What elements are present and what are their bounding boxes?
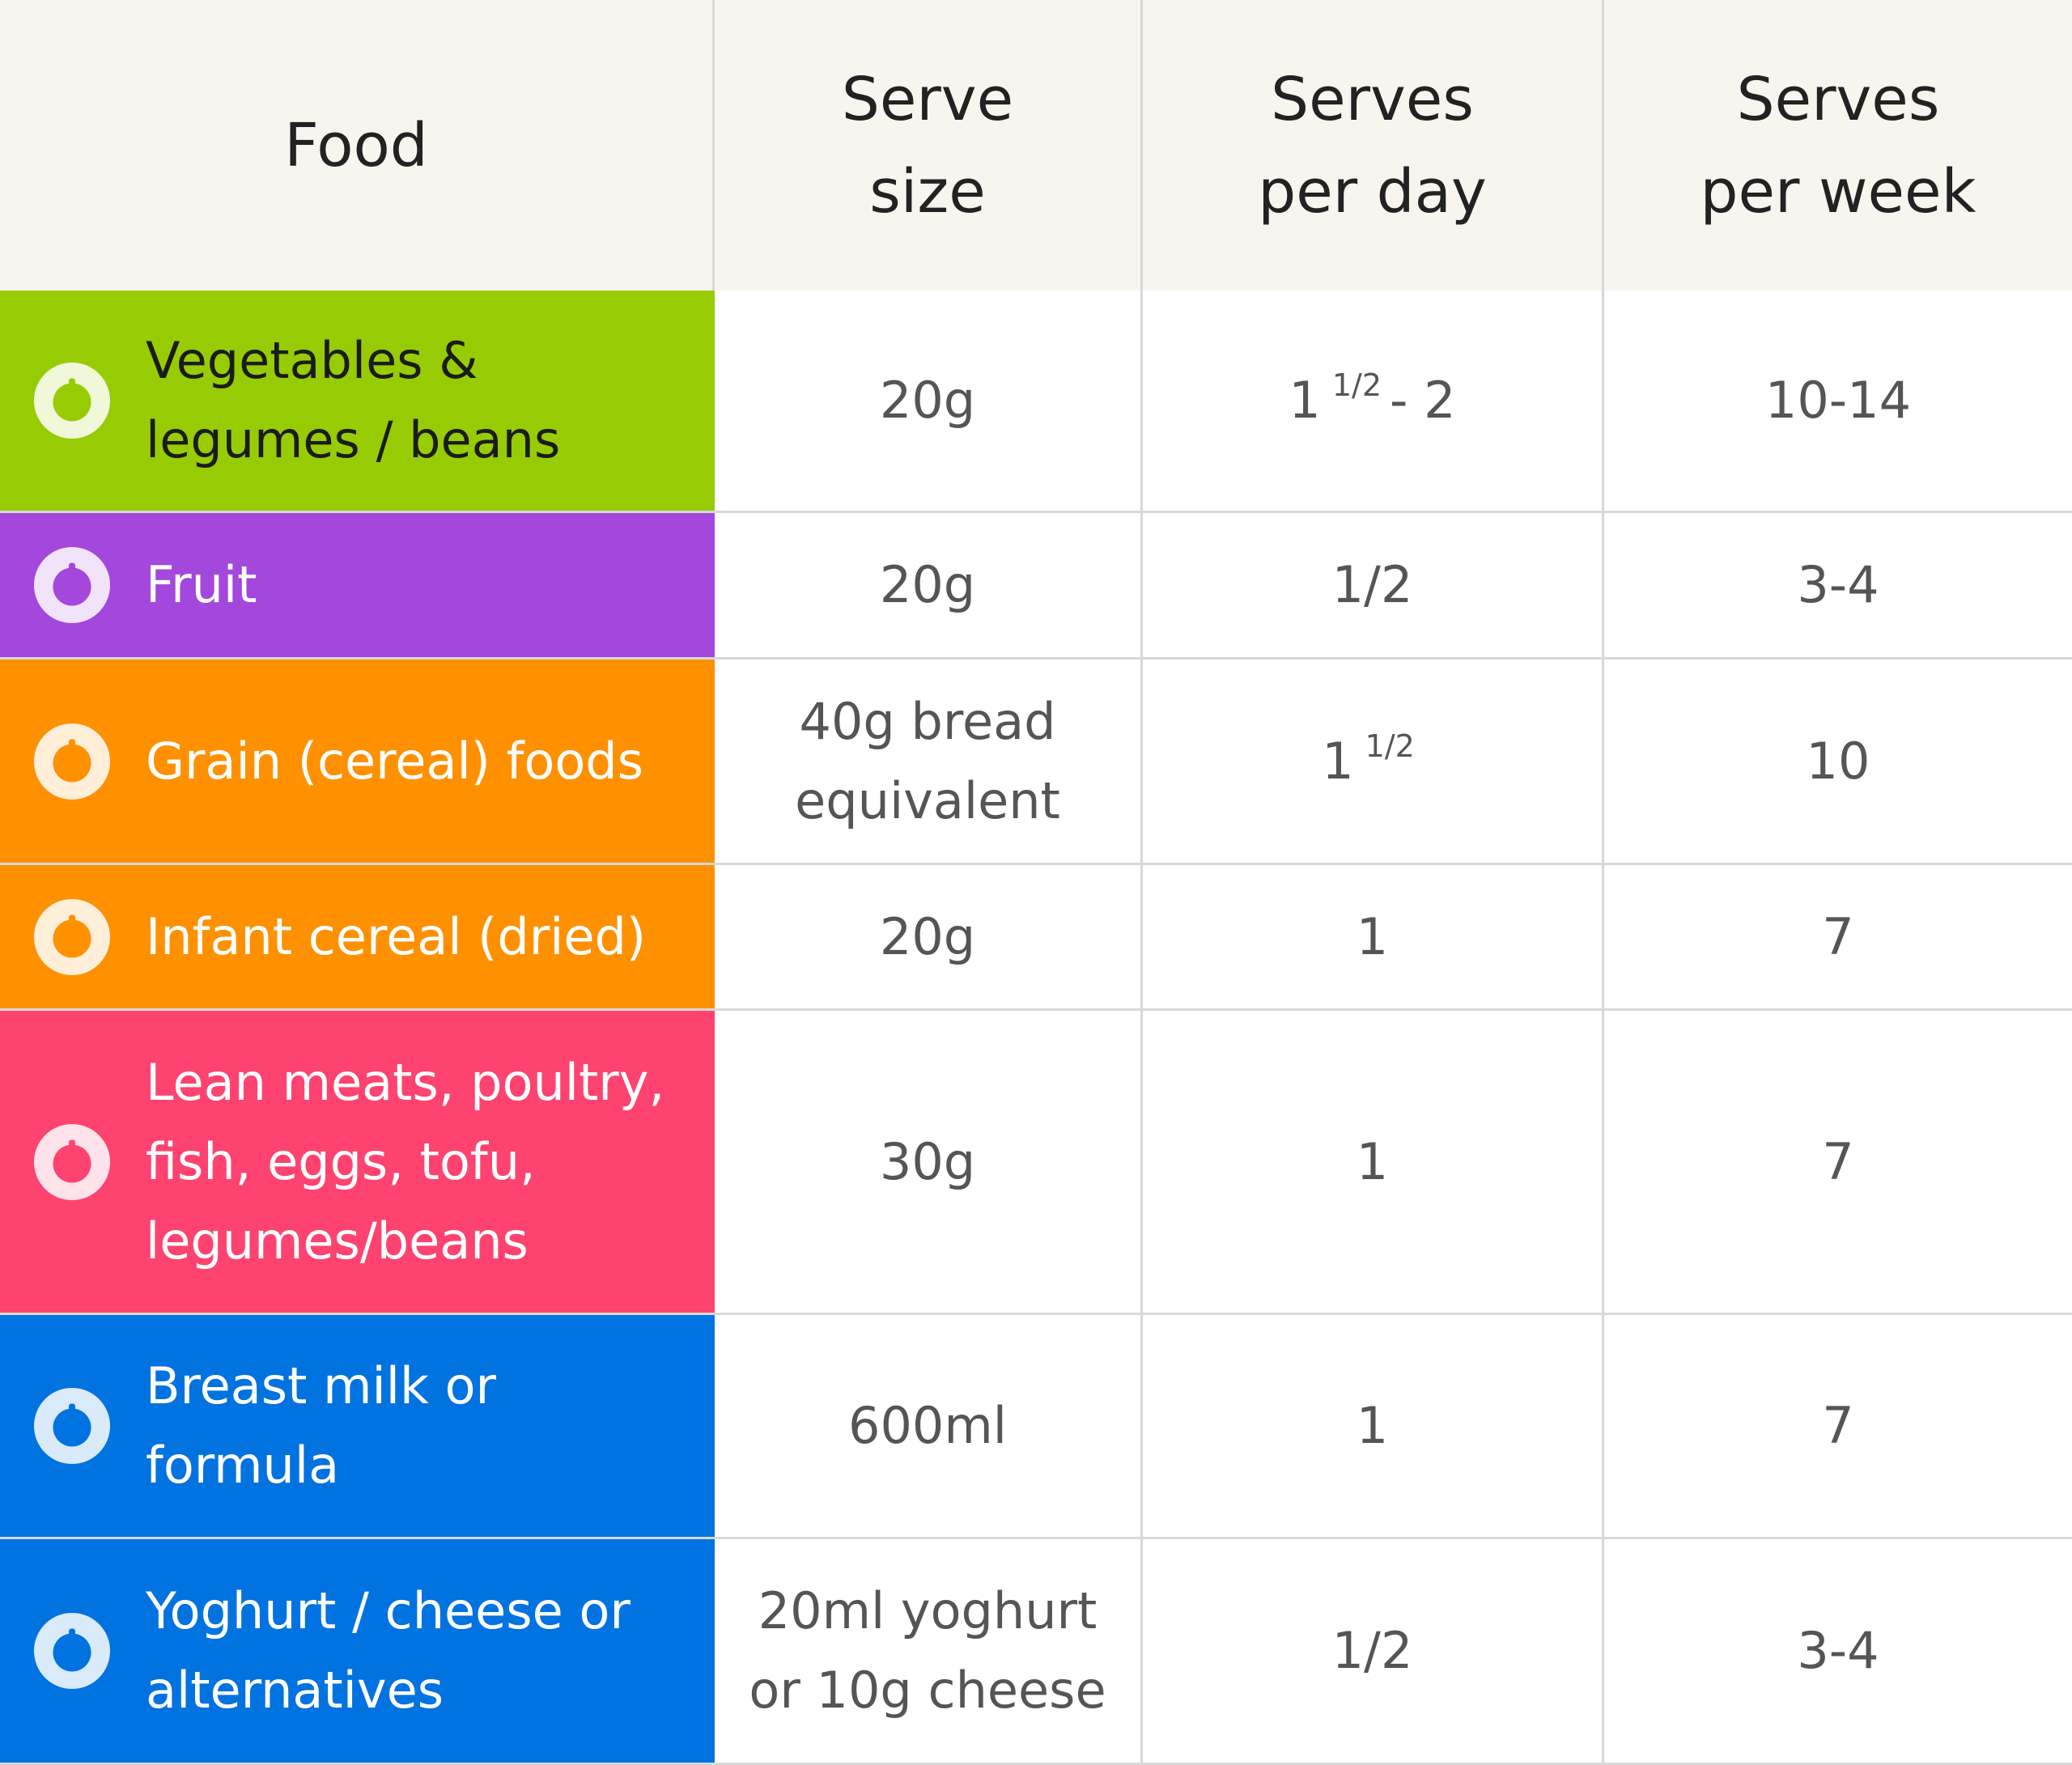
food-name: Vegetables & legumes / beans (146, 331, 561, 469)
food-cell: Vegetables & legumes / beans (0, 291, 715, 513)
per-day-value: 1 1/2 (1322, 722, 1423, 801)
food-cell: Lean meats, poultry, fish, eggs, tofu, l… (0, 1011, 715, 1315)
per-day-value: 1/2 (1331, 1621, 1413, 1680)
per-week-value: 3-4 (1797, 555, 1879, 614)
per-week-value: 7 (1822, 906, 1854, 966)
header-label: Serves per week (1700, 64, 1976, 227)
serve-size: 20g (879, 906, 976, 966)
per-day-cell: 1 (1143, 1011, 1604, 1315)
per-day-value: 1/2 (1331, 555, 1413, 614)
serve-size-cell: 600ml (715, 1315, 1143, 1539)
per-week-cell: 7 (1604, 1011, 2072, 1315)
serve-size: 20ml yoghurt or 10g cheese (749, 1581, 1106, 1720)
food-name: Breast milk or formula (146, 1356, 497, 1495)
fraction: 1/2 (1331, 367, 1382, 403)
per-week-value: 10 (1806, 731, 1870, 791)
fraction: 1/2 (1365, 728, 1415, 764)
food-icon (33, 723, 111, 800)
per-day-cell: 1 1/2 (1143, 660, 1604, 865)
per-week-cell: 7 (1604, 1315, 2072, 1539)
per-day-cell: 1/2 (1143, 1539, 1604, 1765)
per-week-cell: 10 (1604, 660, 2072, 865)
serve-size-cell: 40g bread equivalent (715, 660, 1143, 865)
serve-size: 30g (879, 1131, 976, 1191)
whole: 1 (1289, 371, 1321, 430)
per-day-value: 1 (1356, 906, 1389, 966)
food-name: Infant cereal (dried) (146, 906, 647, 966)
serve-size-cell: 20g (715, 865, 1143, 1011)
per-week-cell: 10-14 (1604, 291, 2072, 513)
food-icon (33, 1123, 111, 1200)
per-week-cell: 3-4 (1604, 1539, 2072, 1765)
serve-size: 40g bread equivalent (795, 691, 1060, 830)
food-cell: Infant cereal (dried) (0, 865, 715, 1011)
per-day-value: 1 (1356, 1131, 1389, 1191)
per-week-cell: 7 (1604, 865, 2072, 1011)
food-name: Yoghurt / cheese or alternatives (146, 1581, 631, 1720)
whole: 1 (1322, 731, 1354, 791)
food-cell: Fruit (0, 513, 715, 660)
food-icon (33, 1612, 111, 1690)
per-day-cell: 1 1/2- 2 (1143, 291, 1604, 513)
food-icon (33, 362, 111, 439)
serve-size: 20g (879, 555, 976, 614)
per-week-value: 7 (1822, 1131, 1854, 1191)
header-cell: Serves per day (1143, 0, 1604, 291)
per-week-value: 3-4 (1797, 1621, 1879, 1680)
per-week-value: 7 (1822, 1396, 1854, 1455)
food-icon (33, 898, 111, 975)
serve-size-cell: 20g (715, 513, 1143, 660)
food-name: Lean meats, poultry, fish, eggs, tofu, l… (146, 1052, 665, 1271)
per-day-cell: 1/2 (1143, 513, 1604, 660)
serve-size-cell: 30g (715, 1011, 1143, 1315)
header-cell: Serves per week (1604, 0, 2072, 291)
serve-size-cell: 20g (715, 291, 1143, 513)
per-day-cell: 1 (1143, 1315, 1604, 1539)
per-day-value: 1 1/2- 2 (1289, 361, 1455, 440)
food-icon (33, 546, 111, 624)
rest: - 2 (1390, 371, 1456, 430)
header-label: Serves per day (1258, 64, 1487, 227)
header-cell: Serve size (715, 0, 1143, 291)
food-cell: Breast milk or formula (0, 1315, 715, 1539)
serve-size: 600ml (848, 1396, 1007, 1455)
serve-size-cell: 20ml yoghurt or 10g cheese (715, 1539, 1143, 1765)
per-day-value: 1 (1356, 1396, 1389, 1455)
per-week-cell: 3-4 (1604, 513, 2072, 660)
food-icon (33, 1387, 111, 1465)
per-day-cell: 1 (1143, 865, 1604, 1011)
food-name: Grain (cereal) foods (146, 731, 643, 791)
food-name: Fruit (146, 555, 257, 614)
food-cell: Grain (cereal) foods (0, 660, 715, 865)
header-label: Food (284, 110, 428, 180)
per-week-value: 10-14 (1764, 371, 1912, 430)
food-cell: Yoghurt / cheese or alternatives (0, 1539, 715, 1765)
serve-size: 20g (879, 371, 976, 430)
header-label: Serve size (841, 64, 1014, 227)
header-cell: Food (0, 0, 715, 291)
